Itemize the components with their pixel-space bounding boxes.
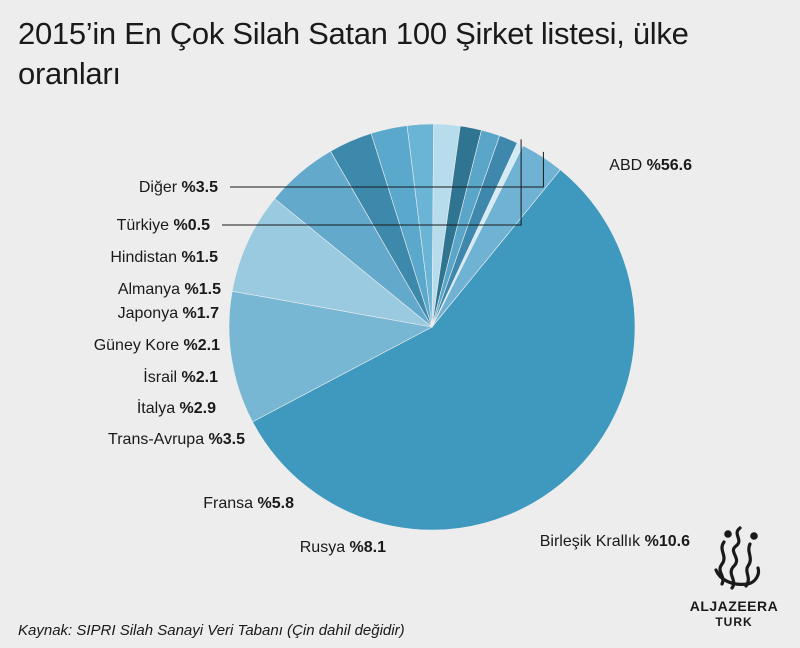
logo-wordmark: ALJAZEERA	[689, 598, 779, 614]
label-fransa: Fransa %5.8	[203, 495, 294, 512]
label-hindistan: Hindistan %1.5	[110, 249, 218, 266]
leader-lines	[222, 139, 544, 226]
slice-rusya	[231, 198, 434, 328]
label-japonya: Japonya %1.7	[118, 305, 220, 322]
label-diger: Diğer %3.5	[139, 179, 218, 196]
label-birlesik-krallik: Birleşik Krallık %10.6	[540, 533, 690, 550]
leader-turkiye	[222, 139, 522, 226]
label-trans-avrupa: Trans-Avrupa %3.5	[108, 431, 245, 448]
label-almanya: Almanya %1.5	[118, 281, 221, 298]
label-rusya: Rusya %8.1	[300, 539, 386, 556]
slice-birlesik-krallik	[228, 290, 433, 423]
logo-subtitle: TURK	[715, 615, 753, 629]
label-abd: ABD %56.6	[609, 157, 692, 174]
label-italya: İtalya %2.9	[137, 398, 216, 417]
aljazeera-logo: ALJAZEERA TURK	[688, 522, 780, 640]
pie-slices	[228, 123, 636, 531]
slice-labels: ABD %56.6 Birleşik Krallık %10.6 Rusya %8.…	[94, 157, 692, 556]
slice-diger	[431, 145, 561, 328]
source-note: Kaynak: SIPRI Silah Sanayi Veri Tabanı (…	[18, 622, 405, 639]
leader-diger	[230, 151, 544, 188]
label-israil: İsrail %2.1	[143, 367, 218, 386]
slice-abd	[252, 169, 636, 531]
chart-title: 2015’in En Çok Silah Satan 100 Şirket li…	[18, 16, 689, 91]
label-guney-kore: Güney Kore %2.1	[94, 337, 220, 354]
label-turkiye: Türkiye %0.5	[117, 217, 210, 234]
aljazeera-calligraphy-icon	[714, 526, 761, 590]
